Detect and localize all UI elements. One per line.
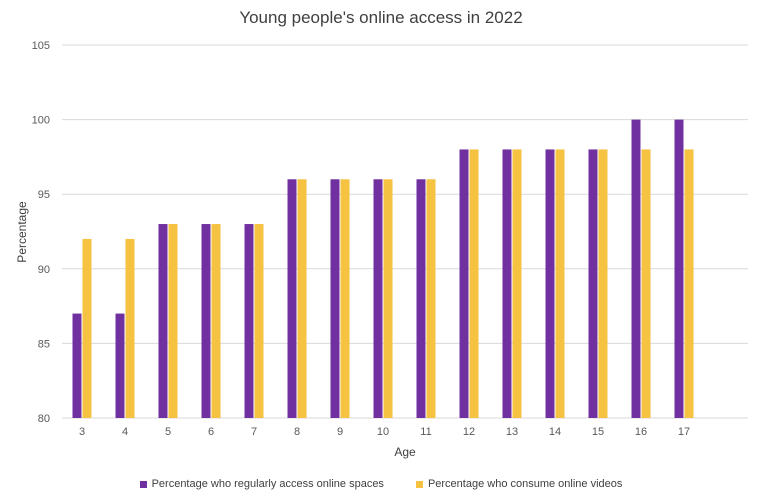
bar-online-videos-age-11 <box>426 179 436 418</box>
legend-item-online-spaces: Percentage who regularly access online s… <box>139 478 384 490</box>
bar-online-videos-age-6 <box>211 224 221 418</box>
y-tick-label: 80 <box>38 413 50 425</box>
legend-label-online-spaces: Percentage who regularly access online s… <box>151 478 384 490</box>
bar-online-videos-age-7 <box>254 224 264 418</box>
bars <box>72 119 694 418</box>
bar-online-spaces-age-6 <box>201 224 211 418</box>
y-axis-ticks: 80 85 90 95 100 105 <box>32 40 50 425</box>
x-tick-label: 13 <box>506 426 518 438</box>
bar-online-videos-age-9 <box>340 179 350 418</box>
x-tick-label: 11 <box>420 426 431 438</box>
bar-online-spaces-age-10 <box>373 179 383 418</box>
x-tick-label: 5 <box>165 426 171 438</box>
legend-swatch-online-videos <box>415 480 423 488</box>
bar-online-videos-age-14 <box>555 149 565 418</box>
y-tick-label: 100 <box>32 115 50 127</box>
x-tick-label: 15 <box>592 426 604 438</box>
bar-online-videos-age-17 <box>684 149 694 418</box>
bar-online-videos-age-5 <box>168 224 178 418</box>
x-tick-label: 8 <box>294 426 300 438</box>
bar-online-spaces-age-4 <box>115 313 125 418</box>
x-tick-label: 4 <box>122 426 128 438</box>
y-tick-label: 105 <box>32 40 50 52</box>
legend-item-online-videos: Percentage who consume online videos <box>415 478 623 490</box>
x-tick-label: 7 <box>251 426 257 438</box>
bar-online-videos-age-8 <box>297 179 307 418</box>
x-tick-label: 14 <box>549 426 561 438</box>
x-tick-label: 3 <box>79 426 85 438</box>
bar-online-spaces-age-5 <box>158 224 168 418</box>
bar-online-spaces-age-15 <box>588 149 598 418</box>
x-tick-label: 17 <box>678 426 690 438</box>
bar-online-videos-age-10 <box>383 179 393 418</box>
y-axis-label: Percentage <box>15 201 29 263</box>
bar-online-spaces-age-9 <box>330 179 340 418</box>
bar-online-videos-age-16 <box>641 149 651 418</box>
legend-label-online-videos: Percentage who consume online videos <box>427 478 623 490</box>
x-axis-ticks: 3 4 5 6 7 8 9 10 11 12 13 14 15 16 17 <box>79 426 690 438</box>
bar-online-spaces-age-11 <box>416 179 426 418</box>
bar-online-videos-age-15 <box>598 149 608 418</box>
bar-online-spaces-age-17 <box>674 119 684 418</box>
bar-online-videos-age-3 <box>82 238 92 418</box>
bar-online-spaces-age-14 <box>545 149 555 418</box>
bar-online-spaces-age-8 <box>287 179 297 418</box>
chart-title: Young people's online access in 2022 <box>239 8 523 27</box>
y-tick-label: 90 <box>38 264 50 276</box>
x-axis-label: Age <box>394 445 416 459</box>
x-tick-label: 6 <box>208 426 214 438</box>
bar-online-videos-age-4 <box>125 238 135 418</box>
bar-online-spaces-age-16 <box>631 119 641 418</box>
x-tick-label: 9 <box>337 426 343 438</box>
bar-online-spaces-age-12 <box>459 149 469 418</box>
y-tick-label: 95 <box>38 189 50 201</box>
x-tick-label: 16 <box>635 426 647 438</box>
bar-online-videos-age-13 <box>512 149 522 418</box>
x-tick-label: 12 <box>463 426 475 438</box>
bar-online-spaces-age-13 <box>502 149 512 418</box>
legend: Percentage who regularly access online s… <box>0 478 762 490</box>
legend-swatch-online-spaces <box>139 480 147 488</box>
bar-online-spaces-age-7 <box>244 224 254 418</box>
x-tick-label: 10 <box>377 426 389 438</box>
bar-online-videos-age-12 <box>469 149 479 418</box>
bar-online-spaces-age-3 <box>72 313 82 418</box>
y-tick-label: 85 <box>38 338 50 350</box>
